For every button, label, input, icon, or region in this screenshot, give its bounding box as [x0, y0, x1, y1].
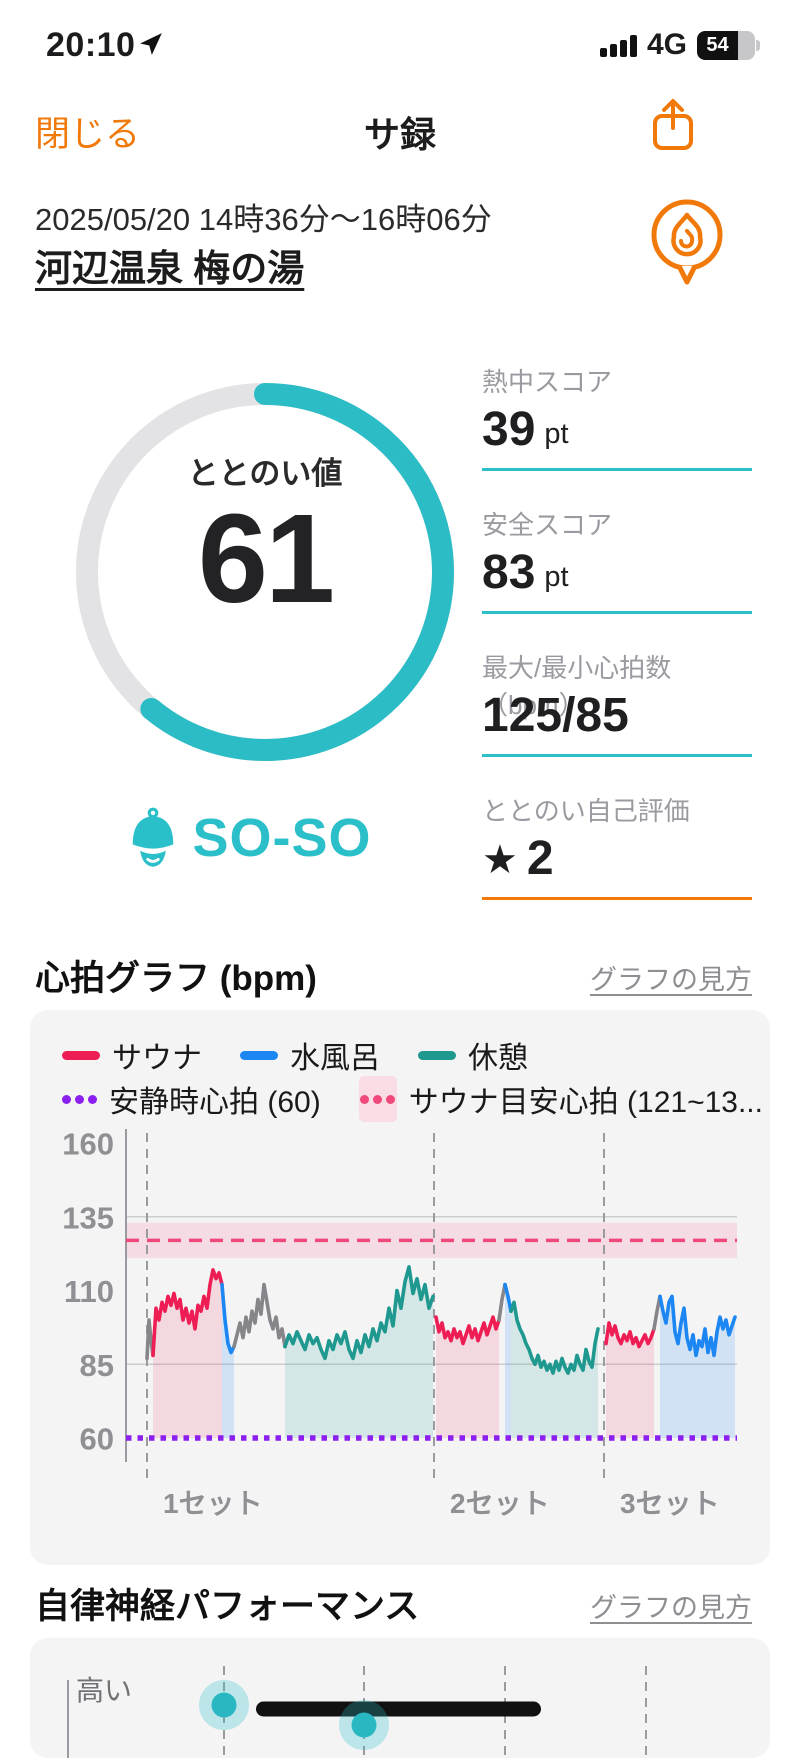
ans-chart-card: 高い	[30, 1638, 770, 1758]
legend-item-rest: 休憩	[418, 1033, 528, 1077]
stat-label: 最大/最小心拍数（bpm）	[482, 653, 672, 720]
water-line-swatch	[240, 1050, 278, 1060]
pin-tail	[676, 264, 698, 285]
stat-value: 83	[482, 546, 536, 599]
rest-line-swatch	[418, 1050, 456, 1060]
stats-column: 熱中スコア 39 pt 安全スコア 83 pt 最大/最小心拍数（bpm） 12…	[482, 362, 752, 934]
venue-link[interactable]: 河辺温泉 梅の湯	[35, 248, 305, 289]
battery-percent: 54	[697, 30, 738, 60]
session-datetime: 2025/05/20 14時36分〜16時06分	[35, 202, 492, 237]
svg-text:160: 160	[62, 1127, 114, 1162]
legend-item-resting-hr: 安静時心拍 (60)	[62, 1077, 321, 1121]
svg-text:高い: 高い	[76, 1675, 132, 1706]
stat-value: 39	[482, 403, 536, 456]
flame-icon	[671, 212, 703, 257]
stat-value: 2	[526, 832, 554, 885]
stat-label: ととのい自己評価	[482, 796, 690, 826]
heart-rate-chart: 160 135 110 85 60 1セット 2セット 3セット	[62, 1127, 737, 1519]
cellular-signal-icon	[599, 33, 637, 57]
status-bar: 20:10 4G 54	[0, 0, 800, 70]
close-button[interactable]: 閉じる	[35, 115, 141, 154]
gauge-value: 61	[197, 488, 335, 629]
svg-text:135: 135	[62, 1200, 114, 1235]
stat-underline	[482, 754, 752, 757]
network-type: 4G	[646, 28, 687, 61]
share-button[interactable]	[650, 96, 696, 159]
legend-item-water: 水風呂	[240, 1033, 380, 1077]
stat-unit: pt	[544, 418, 569, 450]
stat-self-rating: ととのい自己評価 ★ 2	[482, 791, 752, 900]
stat-underline	[482, 897, 752, 900]
svg-text:85: 85	[80, 1348, 114, 1383]
gauge-progress-arc	[76, 383, 454, 761]
location-arrow-icon	[138, 31, 164, 62]
stat-unit: pt	[544, 561, 569, 593]
stat-underline	[482, 611, 752, 614]
stat-label: 安全スコア	[482, 510, 613, 540]
stat-underline	[482, 468, 752, 471]
resting-dots-swatch	[62, 1094, 97, 1104]
page-title: サ録	[363, 114, 436, 155]
ans-section-title: 自律神経パフォーマンス	[35, 1587, 420, 1626]
hr-chart-card: サウナ 水風呂 休憩 安静時心拍 (60) サウナ目安心拍 (121~13...	[30, 1010, 770, 1565]
svg-text:2セット: 2セット	[450, 1488, 550, 1519]
battery-icon: 54	[697, 30, 755, 60]
totonoi-gauge	[76, 383, 454, 761]
svg-text:110: 110	[64, 1274, 114, 1309]
legend-item-target-hr: サウナ目安心拍 (121~13...	[358, 1076, 763, 1122]
sauna-line-swatch	[62, 1050, 100, 1060]
ans-graph-help-link[interactable]: グラフの見方	[590, 1593, 752, 1623]
svg-text:1セット: 1セット	[163, 1488, 263, 1519]
sauna-activity-pin-button[interactable]	[648, 196, 726, 297]
target-band-swatch	[358, 1076, 397, 1122]
clock: 20:10	[46, 26, 136, 64]
stat-max-min-hr: 最大/最小心拍数（bpm） 125/85	[482, 648, 752, 757]
ans-performance-chart: 高い	[67, 1666, 647, 1758]
hr-chart-legend: サウナ 水風呂 休憩 安静時心拍 (60) サウナ目安心拍 (121~13...	[62, 1033, 763, 1122]
svg-text:60: 60	[80, 1422, 114, 1457]
sauna-hat-icon	[133, 807, 174, 867]
hr-section-title: 心拍グラフ (bpm)	[35, 959, 317, 998]
rating-row: SO-SO	[100, 806, 400, 870]
stat-safety-score: 安全スコア 83 pt	[482, 505, 752, 614]
legend-item-sauna: サウナ	[62, 1033, 202, 1077]
stat-value: 125/85	[482, 689, 629, 742]
rating-text: SO-SO	[192, 808, 372, 868]
stat-heat-score: 熱中スコア 39 pt	[482, 362, 752, 471]
hr-graph-help-link[interactable]: グラフの見方	[590, 965, 752, 995]
gauge-label: ととのい値	[187, 456, 343, 491]
stat-label: 熱中スコア	[482, 367, 613, 397]
svg-text:3セット: 3セット	[620, 1488, 720, 1519]
battery-nub	[756, 39, 760, 51]
star-icon: ★	[482, 838, 518, 882]
